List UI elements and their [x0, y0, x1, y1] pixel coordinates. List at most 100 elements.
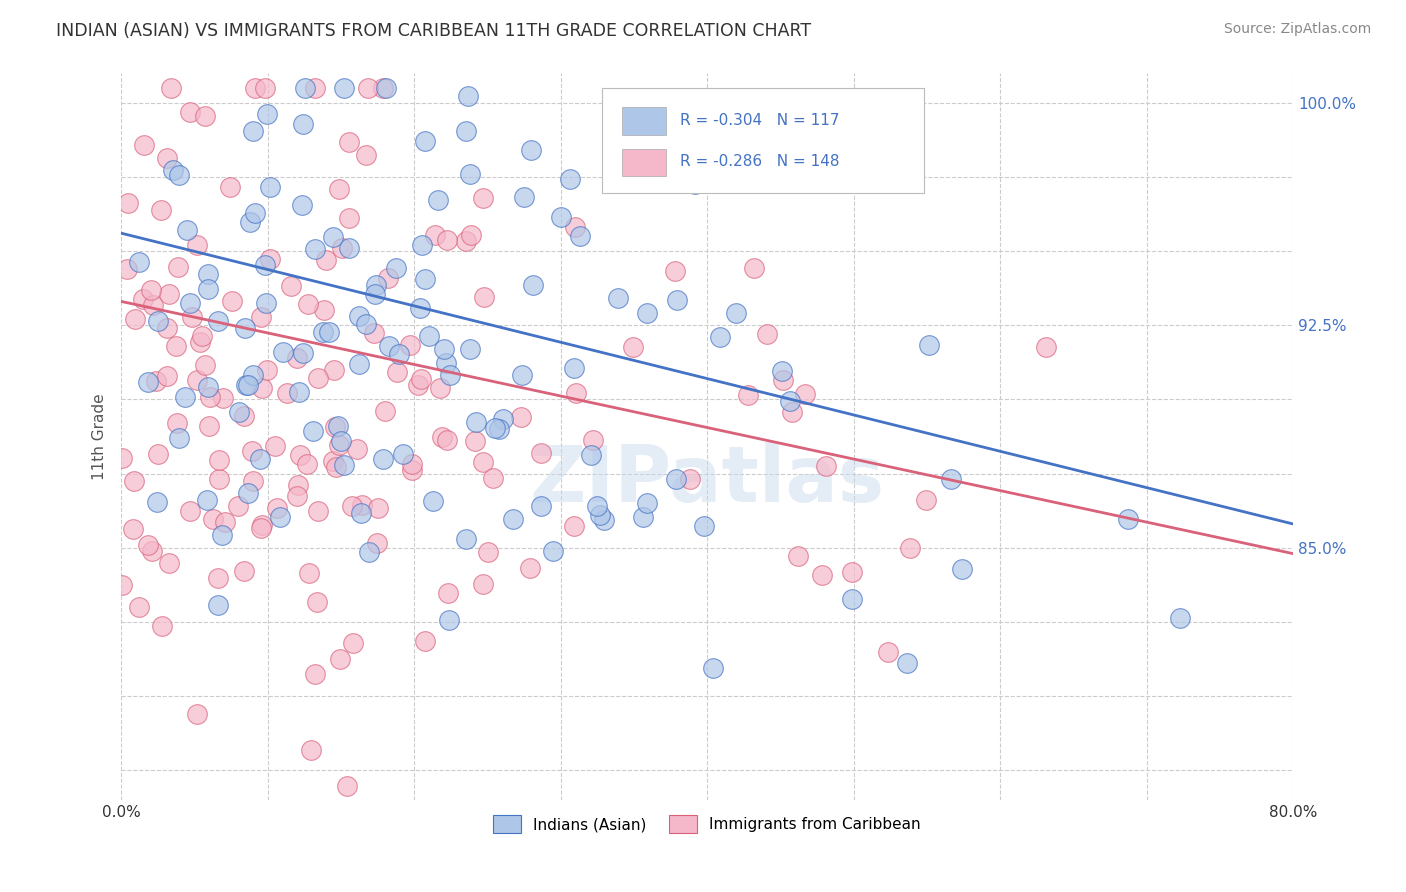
Point [357, 545, 380, 559]
Point [136, 375, 159, 389]
Point [492, 412, 515, 426]
Point [305, 594, 328, 608]
Point [342, 636, 364, 650]
Point [541, 544, 564, 558]
Point [1170, 611, 1192, 625]
Point [167, 168, 190, 182]
Point [166, 416, 188, 430]
Point [560, 172, 582, 186]
Point [197, 282, 219, 296]
Point [232, 565, 254, 579]
Point [464, 415, 486, 429]
Point [1116, 512, 1139, 526]
Point [437, 613, 460, 627]
Point [159, 80, 181, 95]
Point [841, 565, 863, 579]
Point [565, 385, 588, 400]
Point [150, 618, 173, 632]
Point [162, 162, 184, 177]
Point [772, 373, 794, 387]
Point [297, 457, 319, 471]
Point [350, 506, 373, 520]
Point [128, 254, 150, 268]
Point [249, 452, 271, 467]
Point [484, 421, 506, 435]
Point [336, 780, 359, 794]
Point [124, 311, 146, 326]
Point [328, 438, 350, 452]
Point [235, 377, 257, 392]
Point [285, 490, 308, 504]
Point [607, 291, 630, 305]
Point [814, 458, 837, 473]
Point [315, 252, 337, 267]
Point [243, 80, 266, 95]
Point [693, 519, 716, 533]
Point [307, 371, 329, 385]
Point [294, 80, 316, 95]
Point [413, 134, 436, 148]
Point [179, 504, 201, 518]
Point [174, 390, 197, 404]
Point [593, 513, 616, 527]
Point [502, 512, 524, 526]
Text: Source: ZipAtlas.com: Source: ZipAtlas.com [1223, 22, 1371, 37]
Point [709, 330, 731, 344]
Point [128, 600, 150, 615]
Point [530, 499, 553, 513]
Point [337, 211, 360, 225]
Point [488, 422, 510, 436]
Point [259, 179, 281, 194]
Point [519, 560, 541, 574]
Y-axis label: 11th Grade: 11th Grade [93, 393, 107, 480]
Point [312, 325, 335, 339]
Point [208, 453, 231, 467]
Point [259, 252, 281, 267]
Point [898, 541, 921, 555]
Point [477, 544, 499, 558]
Point [148, 447, 170, 461]
Point [454, 234, 477, 248]
Point [167, 260, 190, 274]
Point [433, 343, 456, 357]
Point [564, 220, 586, 235]
Point [794, 386, 817, 401]
Point [180, 310, 202, 324]
Point [354, 317, 377, 331]
Point [387, 365, 409, 379]
Point [510, 368, 533, 383]
Point [253, 80, 276, 95]
Point [207, 599, 229, 613]
Point [422, 494, 444, 508]
Point [683, 178, 706, 192]
Point [211, 528, 233, 542]
Point [429, 381, 451, 395]
Point [562, 360, 585, 375]
Point [266, 501, 288, 516]
Point [156, 368, 179, 383]
Point [737, 388, 759, 402]
Point [280, 278, 302, 293]
Point [436, 433, 458, 447]
Point [271, 345, 294, 359]
Point [202, 512, 225, 526]
Point [240, 444, 263, 458]
Bar [621, 107, 666, 135]
Point [328, 418, 350, 433]
Point [374, 403, 396, 417]
Point [191, 329, 214, 343]
Point [371, 452, 394, 467]
Point [585, 500, 607, 514]
Point [472, 290, 495, 304]
Point [124, 475, 146, 489]
Point [291, 198, 314, 212]
Point [364, 286, 387, 301]
Point [167, 431, 190, 445]
Point [896, 656, 918, 670]
Point [725, 305, 748, 319]
Point [330, 241, 353, 255]
Point [328, 182, 350, 196]
Point [357, 80, 380, 95]
Point [304, 80, 326, 95]
Point [482, 471, 505, 485]
